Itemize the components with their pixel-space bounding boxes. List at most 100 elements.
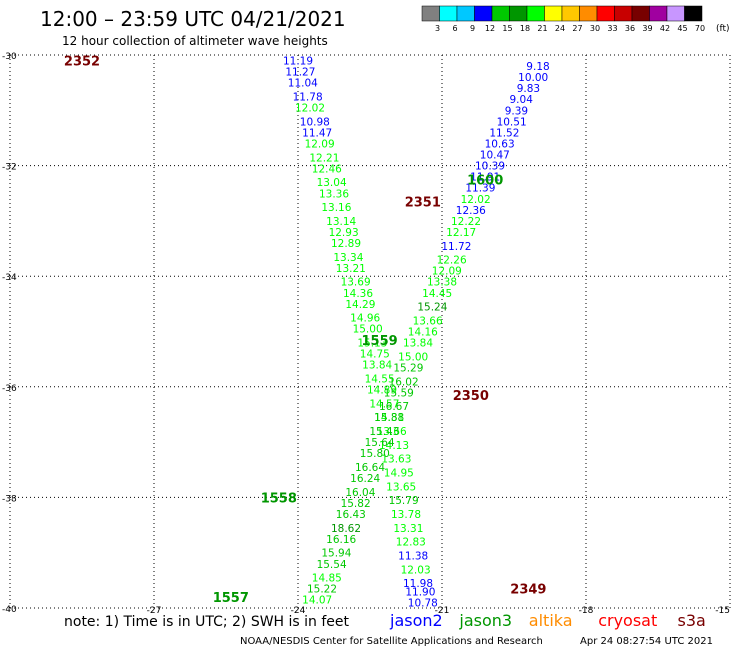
swh-value-label: 11.38 (398, 550, 428, 562)
pass-time-label: 1600 (467, 173, 503, 188)
swh-value-label: 14.16 (408, 327, 438, 339)
swh-value-label: 13.04 (317, 177, 347, 189)
swh-value-label: 16.43 (336, 509, 366, 521)
swh-value-label: 10.00 (518, 72, 548, 84)
swh-value-label: 12.93 (329, 227, 359, 239)
swh-value-label: 13.66 (377, 426, 407, 438)
chart-grid (9, 54, 731, 609)
swh-value-label: 12.17 (446, 227, 476, 239)
swh-value-label: 15.00 (398, 351, 428, 363)
color-scale-threshold-label: 24 (555, 24, 565, 33)
swh-value-label: 12.22 (451, 216, 481, 228)
swh-value-label: 15.00 (353, 324, 383, 336)
pass-time-label: 2351 (405, 196, 441, 211)
satellite-legend-label: altika (529, 611, 573, 630)
color-scale-threshold-label: 12 (485, 24, 495, 33)
swh-value-label: 16.64 (355, 462, 385, 474)
swh-value-label: 11.47 (302, 127, 332, 139)
color-scale-swatch (544, 5, 563, 22)
swh-value-label: 16.16 (326, 534, 356, 546)
color-scale-swatch (649, 5, 668, 22)
satellite-legend-label: cryosat (598, 611, 657, 630)
y-tick-label: -30 (2, 52, 17, 62)
swh-value-label: 15.43 (369, 426, 399, 438)
satellite-legend-label: s3a (678, 611, 706, 630)
x-tick-label: -15 (715, 606, 730, 616)
time-labels: 2352 1600 2351 1559 2350 1558 2349 1557 (64, 55, 547, 606)
color-scale-threshold-label: 3 (435, 24, 440, 33)
y-tick-label: -40 (2, 605, 17, 615)
swh-value-label: 14.75 (360, 349, 390, 361)
swh-value-label: 14.31 (374, 412, 404, 424)
pass-time-label: 2352 (64, 55, 100, 70)
swh-value-label: 13.14 (326, 216, 356, 228)
satellite-legend-label: jason3 (458, 611, 512, 630)
footer-timestamp: Apr 24 08:27:54 UTC 2021 (580, 636, 713, 647)
color-scale-swatch (631, 5, 650, 22)
swh-value-label: 13.78 (391, 509, 421, 521)
color-scale-swatch (561, 5, 580, 22)
swh-value-label: 15.24 (417, 302, 447, 314)
color-scale-swatch (666, 5, 685, 22)
swh-value-label: 16.67 (379, 401, 409, 413)
swh-value-label: 15.22 (307, 584, 337, 596)
data-points: 11.1911.2711.0411.7812.0210.9811.4712.09… (283, 56, 550, 610)
swh-value-label: 12.36 (456, 205, 486, 217)
pass-time-label: 2349 (510, 583, 546, 598)
swh-value-label: 15.94 (321, 548, 351, 560)
swh-value-label: 15.88 (374, 412, 404, 424)
swh-value-label: 11.04 (288, 78, 318, 90)
swh-value-label: 14.96 (350, 313, 380, 325)
pass-time-label: 1558 (261, 491, 297, 506)
color-scale-unit: (ft) (716, 24, 730, 34)
swh-value-label: 11.98 (403, 578, 433, 590)
swh-value-label: 15.79 (389, 495, 419, 507)
color-scale-threshold-label: 70 (695, 24, 705, 33)
swh-value-label: 10.63 (485, 138, 515, 150)
swh-value-label: 12.89 (331, 238, 361, 250)
swh-value-label: 13.65 (386, 481, 416, 493)
swh-value-label: 16.24 (350, 473, 380, 485)
x-tick-label: -18 (579, 606, 594, 616)
x-tick-label: -27 (147, 606, 162, 616)
swh-value-label: 11.39 (465, 183, 495, 195)
swh-value-label: 13.16 (321, 202, 351, 214)
swh-value-label: 14.89 (367, 385, 397, 397)
swh-value-label: 11.90 (405, 586, 435, 598)
swh-value-label: 14.07 (302, 595, 332, 607)
swh-value-label: 9.83 (517, 83, 540, 95)
swh-value-label: 9.39 (505, 105, 528, 117)
chart-title: 12:00 – 23:59 UTC 04/21/2021 (40, 7, 346, 31)
swh-value-label: 12.26 (437, 255, 467, 267)
color-scale-swatch (579, 5, 598, 22)
swh-value-label: 18.62 (331, 523, 361, 535)
color-scale-threshold-label: 27 (572, 24, 582, 33)
y-tick-label: -36 (2, 384, 17, 394)
x-tick-label: -24 (291, 606, 306, 616)
swh-value-label: 15.59 (384, 387, 414, 399)
x-tick-label: -21 (435, 606, 450, 616)
color-scale-threshold-label: 45 (677, 24, 687, 33)
color-scale-threshold-label: 15 (502, 24, 512, 33)
satellite-legend-label: jason2 (389, 611, 443, 630)
color-scale-swatch (614, 5, 633, 22)
swh-value-label: 12.83 (396, 537, 426, 549)
swh-value-label: 11.72 (441, 241, 471, 253)
swh-value-label: 13.21 (336, 263, 366, 275)
swh-value-label: 15.64 (365, 437, 395, 449)
swh-value-label: 12.03 (401, 564, 431, 576)
swh-value-label: 15.82 (341, 498, 371, 510)
swh-value-label: 11.52 (489, 127, 519, 139)
swh-value-label: 15.54 (317, 559, 347, 571)
axis-tick-labels: -30 -32 -34 -36 -38 -40 -27 -24 -21 -18 -15 (2, 52, 730, 616)
color-scale-threshold-label: 39 (642, 24, 652, 33)
color-scale-swatch (596, 5, 615, 22)
swh-value-label: 10.98 (300, 116, 330, 128)
swh-value-label: 13.34 (333, 252, 363, 264)
color-scale-swatch (421, 5, 440, 22)
pass-time-label: 1557 (213, 591, 249, 606)
swh-value-label: 10.78 (408, 597, 438, 609)
swh-value-label: 12.02 (461, 194, 491, 206)
swh-value-label: 9.18 (526, 61, 549, 73)
